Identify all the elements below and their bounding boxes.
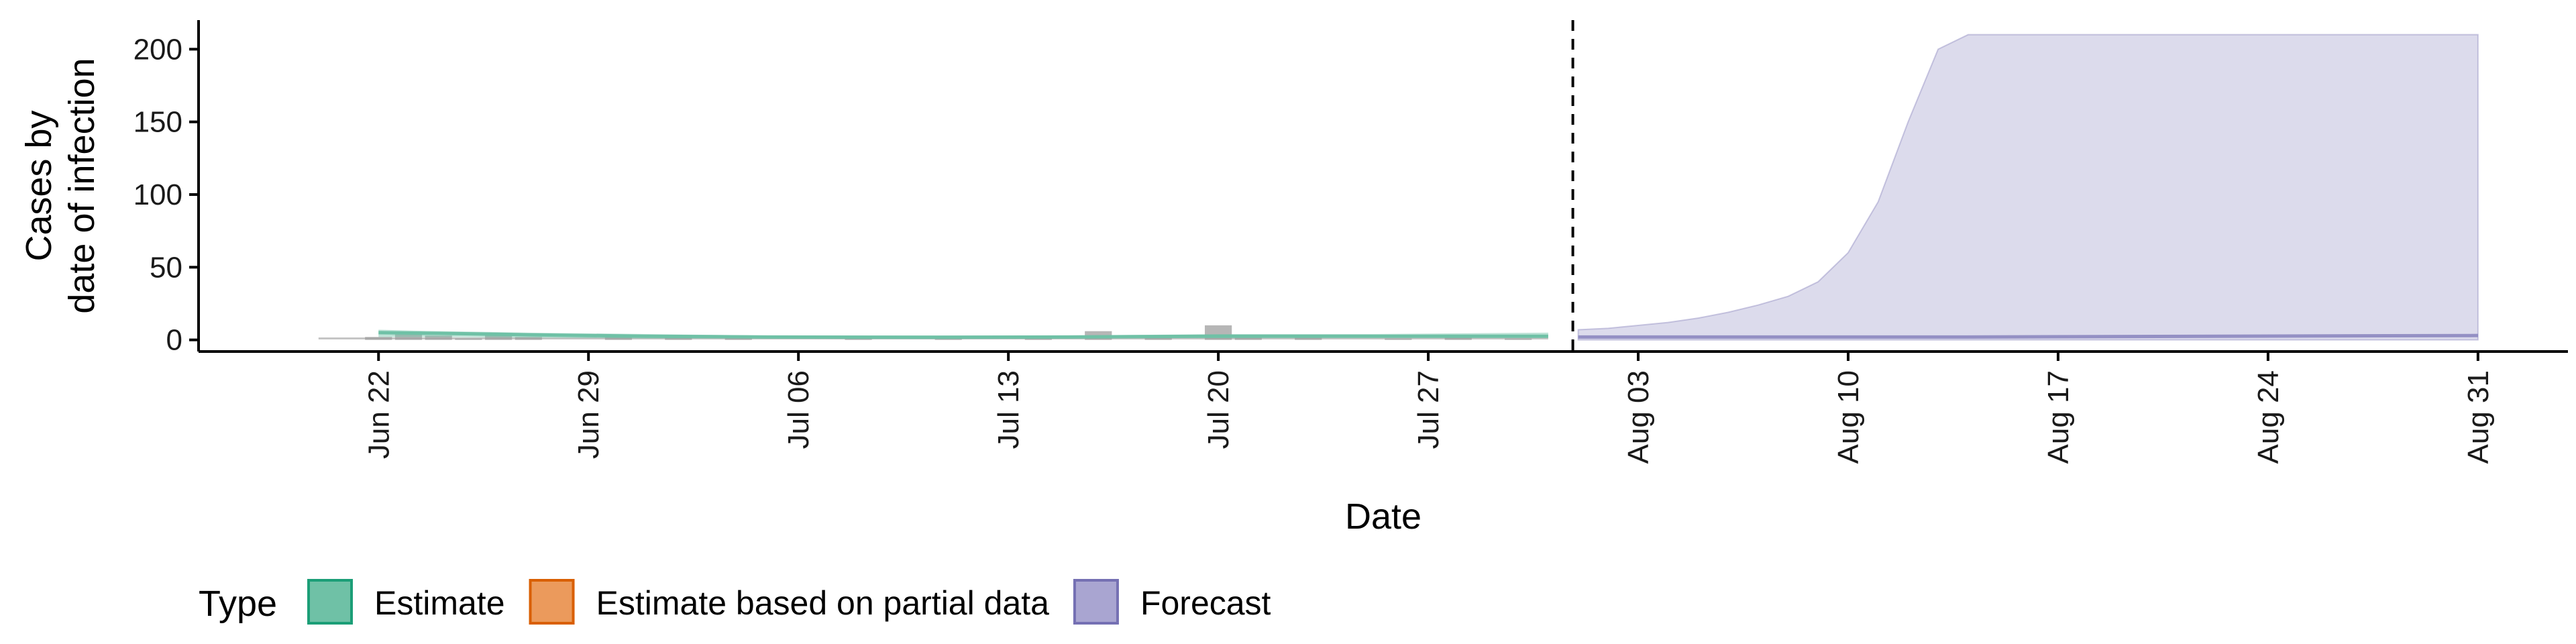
y-tick-label: 50: [150, 251, 182, 284]
observed-cases-bar: [394, 332, 423, 340]
y-axis-ticks: 0 50 100 150 200: [133, 33, 199, 357]
y-axis-title-line-1: Cases by: [19, 110, 59, 261]
y-tick-label: 200: [133, 33, 182, 66]
x-tick-label: Aug 17: [2042, 370, 2075, 464]
axes: Jun 22 Jun 29 Jul 06 Jul 13 Jul 20 Jul 27 Aug …: [133, 20, 2568, 464]
x-tick-label: Jul 13: [992, 370, 1025, 449]
legend-label: Forecast: [1140, 584, 1271, 622]
legend-swatch: [529, 579, 575, 625]
x-axis-title: Date: [1345, 496, 1421, 537]
x-tick-label: Jun 29: [572, 370, 605, 459]
y-tick-label: 0: [166, 324, 182, 357]
plot-area: [318, 20, 2479, 352]
observed-cases-bar: [934, 338, 962, 340]
x-tick-label: Jul 20: [1202, 370, 1235, 449]
legend-swatch: [1073, 579, 1119, 625]
forecast-interval-band: [1577, 34, 2479, 341]
x-axis-ticks: Jun 22 Jun 29 Jul 06 Jul 13 Jul 20 Jul 27 Aug …: [362, 352, 2495, 464]
x-tick-label: Jul 06: [782, 370, 815, 449]
forecast-band-layer: [1577, 34, 2479, 341]
legend-label: Estimate based on partial data: [596, 584, 1050, 622]
forecast-median-line: [1578, 333, 2478, 339]
observed-cases-bar: [724, 338, 752, 340]
observed-cases-bar: [1505, 338, 1532, 340]
observed-cases-bar: [515, 337, 542, 340]
x-tick-label: Aug 31: [2462, 370, 2495, 464]
x-tick-label: Aug 24: [2252, 370, 2285, 464]
y-axis-title-line-2: date of infection: [62, 58, 102, 313]
observed-cases-bar: [1234, 337, 1262, 340]
observed-cases-bar: [484, 335, 513, 340]
y-axis-title: Cases by date of infection: [19, 58, 102, 313]
legend-label: Estimate: [374, 584, 505, 622]
observed-cases-bar: [425, 335, 452, 340]
observed-cases-bar: [1144, 337, 1172, 340]
legend-swatch: [307, 579, 353, 625]
x-tick-label: Jun 22: [362, 370, 395, 459]
x-tick-label: Aug 10: [1832, 370, 1865, 464]
observed-cases-bar: [1385, 338, 1412, 340]
observed-cases-bar: [604, 337, 633, 340]
observed-cases-bar: [365, 337, 392, 340]
forecast-line-layer: [1578, 333, 2478, 339]
legend: Type Estimate Estimate based on partial d…: [199, 579, 1271, 625]
y-tick-label: 100: [133, 178, 182, 211]
observed-cases-bar: [845, 338, 872, 340]
legend-title: Type: [199, 584, 277, 624]
legend-items: Estimate Estimate based on partial data Fo…: [307, 579, 1271, 625]
estimate-layer: [378, 329, 1548, 339]
observed-cases-bar: [455, 338, 482, 340]
y-tick-label: 150: [133, 106, 182, 139]
observed-cases-bar: [1444, 337, 1472, 340]
estimate-median-line: [378, 331, 1548, 339]
x-tick-label: Jul 27: [1412, 370, 1445, 449]
x-tick-label: Aug 03: [1622, 370, 1655, 464]
